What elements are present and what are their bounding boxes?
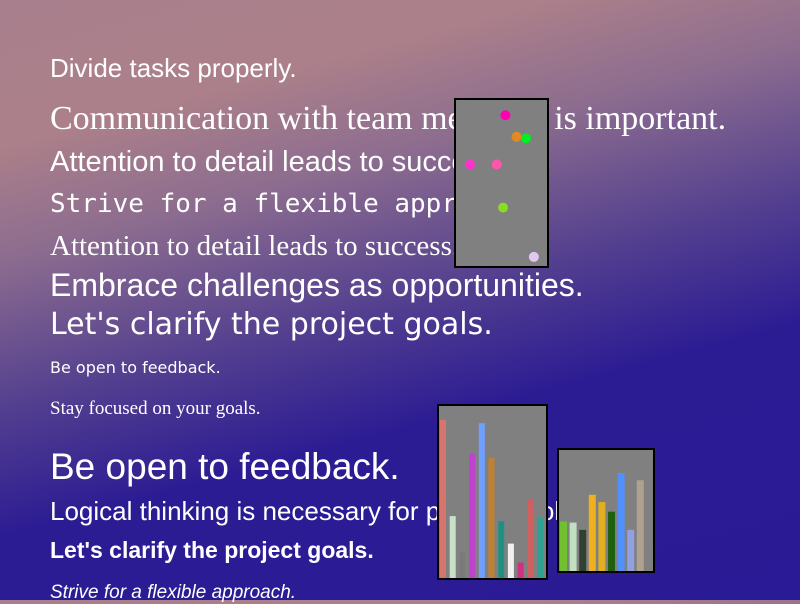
bar: [449, 516, 456, 578]
scatter-point: [464, 159, 475, 170]
bar: [478, 423, 485, 578]
bar: [507, 543, 514, 578]
bar-chart-1: [440, 419, 543, 578]
text-line-3: Attention to detail leads to success.: [50, 146, 505, 178]
bar: [560, 521, 567, 571]
scatter-point: [500, 110, 511, 121]
bar: [469, 454, 476, 578]
scatter-plot: [464, 110, 539, 262]
bar: [488, 457, 495, 578]
scatter-plot-panel: [454, 98, 549, 268]
bar: [537, 517, 543, 578]
text-line-9: Stay focused on your goals.: [50, 398, 261, 419]
bar-chart-panel-1: [437, 404, 548, 580]
bar: [617, 472, 625, 571]
scatter-point: [491, 159, 502, 170]
bar-chart-2: [560, 472, 644, 571]
text-line-8: Be open to feedback.: [50, 358, 221, 377]
text-line-13: Strive for a flexible approach.: [50, 582, 297, 603]
bar: [579, 529, 587, 571]
text-line-12: Let's clarify the project goals.: [50, 537, 374, 563]
text-line-5: Attention to detail leads to success.: [50, 230, 460, 262]
bar: [498, 521, 505, 578]
bar: [636, 480, 644, 571]
bar: [569, 522, 577, 571]
bar: [598, 502, 606, 571]
text-line-2: Communication with team members is impor…: [50, 100, 727, 137]
bar: [517, 562, 524, 578]
text-line-10: Be open to feedback.: [50, 446, 400, 487]
scatter-point: [520, 133, 531, 144]
scatter-point: [528, 251, 539, 262]
bar-chart-panel-2: [557, 448, 655, 573]
bar: [527, 498, 534, 578]
scatter-point: [511, 131, 522, 142]
scatter-point: [498, 202, 509, 213]
bar: [588, 494, 596, 571]
bar: [627, 529, 635, 571]
bar: [608, 511, 615, 571]
text-line-6: Embrace challenges as opportunities.: [50, 267, 584, 303]
text-line-7: Let's clarify the project goals.: [50, 307, 493, 342]
bar: [459, 552, 466, 578]
text-line-1: Divide tasks properly.: [50, 53, 297, 83]
bar: [440, 419, 446, 578]
